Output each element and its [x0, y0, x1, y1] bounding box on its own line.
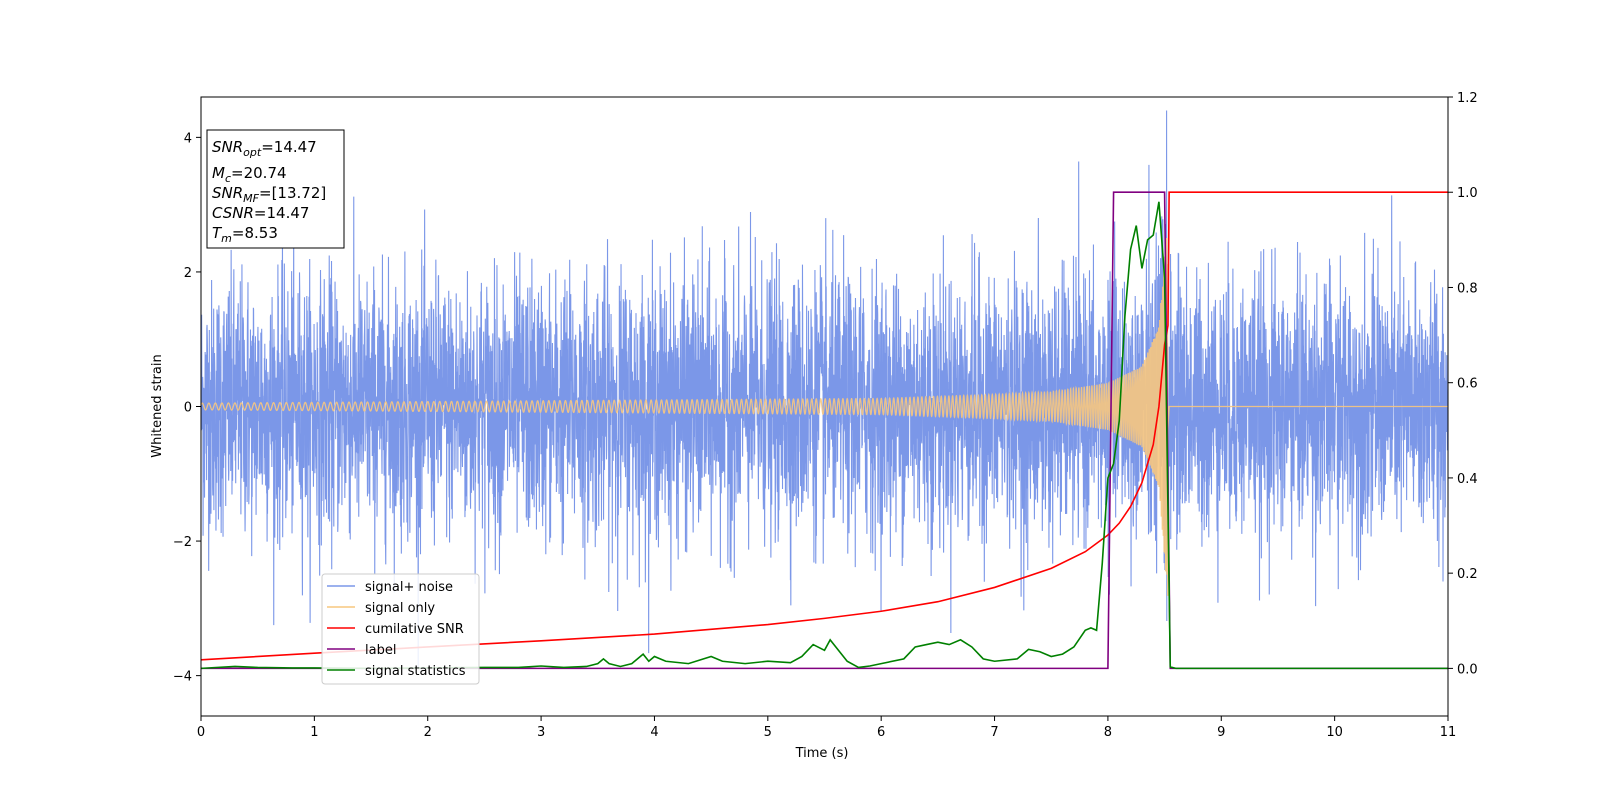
x-tick-label: 9 [1217, 725, 1225, 740]
series-signal-statistics-line [201, 201, 1448, 670]
y-right-tick-label: 1.0 [1457, 186, 1478, 201]
x-tick-label: 7 [990, 725, 998, 740]
x-tick-label: 11 [1440, 725, 1457, 740]
legend-entry-label: cumilative SNR [365, 622, 464, 637]
legend: signal+ noise signal only cumilative SNR la… [321, 573, 480, 685]
info-line: Mc=20.74 [212, 164, 287, 185]
y-right-tick-label: 0.8 [1457, 281, 1478, 296]
legend-entry-label: signal+ noise [365, 580, 453, 595]
info-line: SNRMF=[13.72] [212, 184, 326, 205]
series-signal-noise-line [201, 110, 1448, 668]
legend-entry-label: label [365, 643, 396, 658]
y-left-tick-label: −4 [173, 670, 192, 685]
x-axis: 0 1 2 3 4 5 6 7 8 9 10 11 [197, 716, 1456, 740]
y-right-tick-label: 1.2 [1457, 91, 1478, 106]
x-tick-label: 6 [877, 725, 885, 740]
x-tick-label: 3 [537, 725, 545, 740]
info-box: SNRopt=14.47 Mc=20.74SNRMF=[13.72]CSNR=14… [206, 129, 345, 249]
x-tick-label: 5 [764, 725, 772, 740]
x-tick-label: 1 [310, 725, 318, 740]
y-right-tick-label: 0.4 [1457, 472, 1478, 487]
y-right-tick-label: 0.0 [1457, 662, 1478, 677]
series-signal-only-line [201, 237, 1448, 596]
x-tick-label: 2 [424, 725, 432, 740]
series-layer [201, 110, 1448, 670]
y-right-tick-label: 0.6 [1457, 377, 1478, 392]
y-left-tick-label: −2 [173, 535, 192, 550]
legend-entry-label: signal only [365, 601, 435, 616]
legend-frame [321, 573, 480, 685]
y-left-tick-label: 4 [184, 131, 192, 146]
y-left-tick-label: 2 [184, 266, 192, 281]
info-line: Tm=8.53 [212, 224, 278, 245]
y-left-tick-label: 0 [184, 401, 192, 416]
x-tick-label: 4 [650, 725, 658, 740]
info-box-frame [206, 129, 345, 249]
series-cumulative-snr-line [201, 191, 1448, 661]
info-line: CSNR=14.47 [212, 204, 309, 222]
y-axis-label: Whitened strain [150, 354, 165, 457]
x-tick-label: 0 [197, 725, 205, 740]
y-axis-right: 0.0 0.2 0.4 0.6 0.8 1.0 1.2 [1448, 91, 1478, 677]
x-axis-label: Time (s) [795, 746, 849, 761]
x-tick-label: 8 [1104, 725, 1112, 740]
info-line: SNRopt=14.47 [212, 138, 317, 159]
y-axis-left: −4 −2 0 2 4 [173, 131, 201, 685]
x-tick-label: 10 [1326, 725, 1343, 740]
legend-entry-label: signal statistics [365, 664, 466, 679]
y-right-tick-label: 0.2 [1457, 567, 1478, 582]
